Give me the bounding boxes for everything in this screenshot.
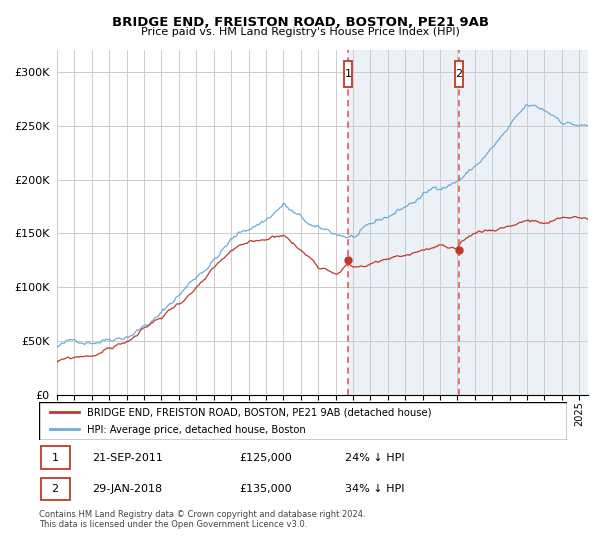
Text: 29-JAN-2018: 29-JAN-2018 [92, 484, 162, 494]
Text: 2: 2 [52, 484, 59, 494]
Text: £125,000: £125,000 [239, 452, 292, 463]
Text: 1: 1 [52, 452, 59, 463]
Text: BRIDGE END, FREISTON ROAD, BOSTON, PE21 9AB (detached house): BRIDGE END, FREISTON ROAD, BOSTON, PE21 … [86, 407, 431, 417]
Text: BRIDGE END, FREISTON ROAD, BOSTON, PE21 9AB: BRIDGE END, FREISTON ROAD, BOSTON, PE21 … [112, 16, 488, 29]
Text: 1: 1 [344, 69, 352, 78]
Text: Price paid vs. HM Land Registry's House Price Index (HPI): Price paid vs. HM Land Registry's House … [140, 27, 460, 37]
Bar [344, 60, 352, 87]
Text: 34% ↓ HPI: 34% ↓ HPI [345, 484, 405, 494]
Bar [41, 446, 70, 469]
Text: Contains HM Land Registry data © Crown copyright and database right 2024.
This d: Contains HM Land Registry data © Crown c… [39, 510, 365, 529]
Text: 21-SEP-2011: 21-SEP-2011 [92, 452, 163, 463]
Text: HPI: Average price, detached house, Boston: HPI: Average price, detached house, Bost… [86, 424, 305, 435]
Bar [41, 478, 70, 500]
Text: £135,000: £135,000 [239, 484, 292, 494]
Bar [455, 60, 463, 87]
Bar [348, 50, 600, 395]
Text: 2: 2 [455, 69, 463, 78]
Text: 24% ↓ HPI: 24% ↓ HPI [345, 452, 405, 463]
